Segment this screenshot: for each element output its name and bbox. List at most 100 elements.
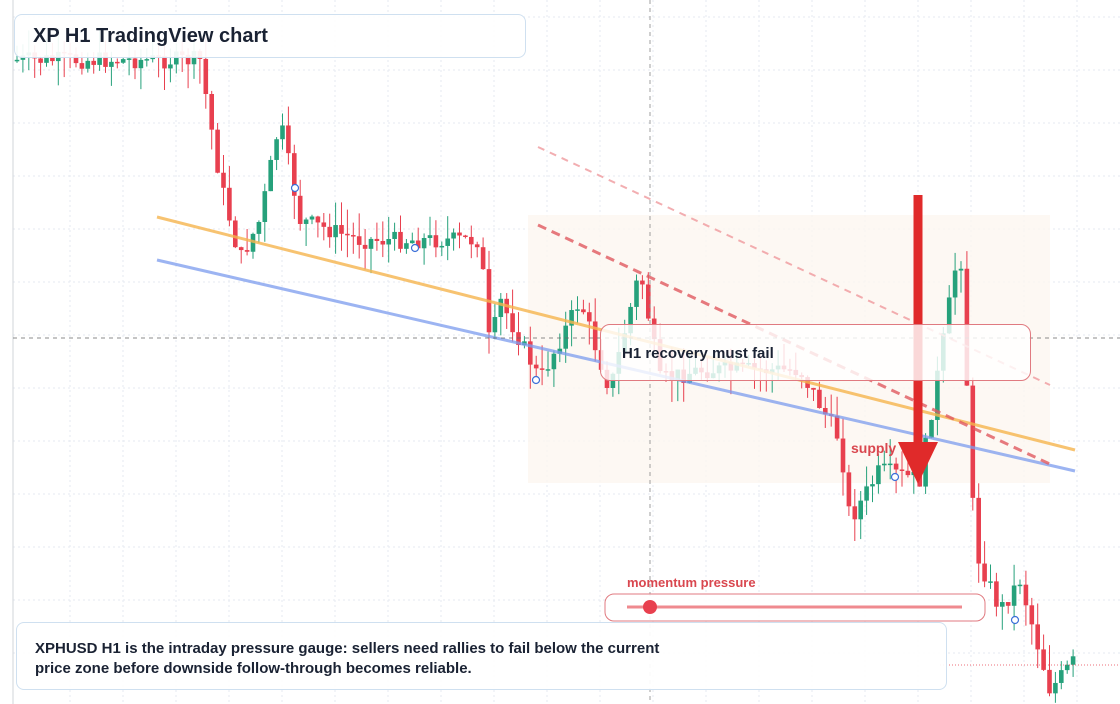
- candle-body: [286, 125, 291, 154]
- candle-body: [303, 219, 309, 224]
- title-box: XP H1 TradingView chart: [14, 14, 526, 58]
- marker: [410, 243, 420, 253]
- candle-body: [887, 463, 893, 466]
- candle-body: [474, 244, 480, 248]
- candle-body: [569, 310, 574, 326]
- candle-body: [1035, 624, 1040, 650]
- candle-body: [38, 58, 43, 63]
- candle-body: [368, 238, 374, 249]
- zone-label: supply: [851, 440, 897, 456]
- candle-body: [1023, 584, 1029, 606]
- candle-body: [50, 55, 55, 62]
- candle-body: [946, 297, 952, 334]
- candle-body: [1017, 584, 1023, 587]
- footer-box: XPHUSD H1 is the intraday pressure gauge…: [16, 622, 947, 690]
- candle-body: [333, 225, 338, 238]
- candle-body: [103, 52, 108, 67]
- candle-body: [138, 59, 144, 69]
- candle-body: [404, 243, 409, 249]
- candle-body: [516, 332, 521, 346]
- candle-body: [929, 419, 934, 438]
- candle-body: [640, 280, 645, 285]
- candle-body: [628, 306, 633, 334]
- candle-body: [339, 225, 344, 234]
- candle-body: [581, 309, 586, 313]
- candle-body: [144, 59, 150, 61]
- candle-body: [994, 581, 999, 607]
- candle-body: [823, 407, 828, 415]
- candle-body: [238, 247, 244, 251]
- candle-body: [168, 64, 173, 69]
- candle-body: [528, 341, 533, 365]
- candle-body: [410, 240, 415, 244]
- candle-body: [109, 61, 114, 67]
- candle-body: [374, 238, 380, 241]
- candle-body: [274, 139, 279, 160]
- marker: [1010, 615, 1020, 625]
- candle-body: [79, 63, 85, 69]
- candle-body: [262, 191, 268, 222]
- candle-body: [976, 497, 981, 564]
- candle-body: [870, 484, 875, 487]
- candle-body: [415, 240, 421, 249]
- candle-body: [351, 235, 356, 237]
- candle-body: [309, 216, 315, 220]
- candle-body: [811, 387, 816, 390]
- candle-body: [233, 220, 238, 248]
- candle-body: [221, 172, 226, 188]
- candle-body: [398, 231, 403, 249]
- candle-body: [445, 238, 450, 246]
- candle-body: [297, 195, 303, 224]
- candle-body: [840, 438, 846, 473]
- candle-body: [864, 486, 869, 501]
- candle-body: [132, 58, 138, 69]
- candle-body: [1064, 664, 1070, 671]
- candle-body: [185, 54, 191, 65]
- candle-body: [1053, 682, 1058, 694]
- candle-body: [834, 415, 840, 439]
- candle-body: [227, 187, 232, 221]
- candle-body: [268, 159, 273, 192]
- candle-body: [498, 298, 504, 318]
- candle-body: [280, 125, 285, 140]
- candle-body: [327, 226, 332, 238]
- candle-body: [386, 238, 391, 245]
- candle-body: [91, 60, 96, 65]
- candle-body: [551, 353, 557, 370]
- gauge-knob: [643, 600, 657, 614]
- candle-body: [451, 232, 456, 239]
- candle-body: [463, 235, 468, 238]
- candle-body: [457, 232, 462, 236]
- callout-text: H1 recovery must fail: [622, 345, 774, 362]
- candle-body: [970, 385, 976, 498]
- candle-body: [876, 465, 881, 485]
- candle-body: [587, 312, 592, 322]
- candle-body: [899, 469, 905, 471]
- candle-body: [427, 235, 433, 239]
- candle-body: [575, 309, 580, 311]
- candle-body: [126, 58, 132, 60]
- candle-body: [120, 59, 126, 63]
- candle-body: [215, 129, 220, 173]
- candle-body: [533, 364, 539, 369]
- candle-body: [935, 370, 940, 420]
- candle-body: [510, 313, 515, 333]
- candle-body: [345, 233, 350, 236]
- candle-body: [14, 59, 20, 62]
- marker: [290, 183, 300, 193]
- candle-body: [852, 506, 858, 520]
- candle-body: [817, 389, 822, 408]
- candle-body: [1005, 602, 1011, 606]
- candle-body: [1029, 605, 1035, 625]
- candle-body: [97, 52, 102, 65]
- candle-body: [1047, 669, 1052, 694]
- candle-body: [1011, 585, 1017, 606]
- gauge-label: momentum pressure: [627, 575, 756, 590]
- candle-body: [1070, 656, 1076, 665]
- candle-body: [480, 247, 486, 270]
- candle-body: [115, 61, 120, 64]
- candle-body: [203, 58, 209, 95]
- candle-body: [563, 325, 568, 349]
- candle-body: [539, 368, 545, 370]
